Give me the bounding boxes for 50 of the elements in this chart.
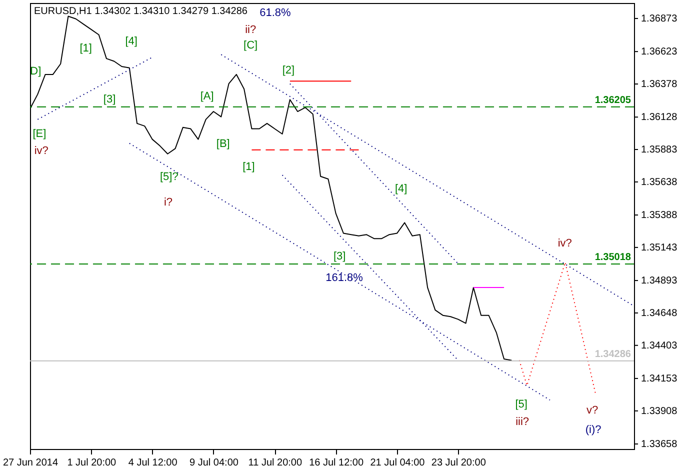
x-tick-label: 21 Jul 04:00 [370,458,426,468]
annotation: 61.8% [260,6,292,19]
annotation: iv? [34,145,48,158]
x-tick-label: 27 Jun 2014 [2,458,58,468]
x-tick-label: 1 Jul 20:00 [67,458,117,468]
ref-line-label: 1.34286 [594,348,632,360]
y-tick-label: 1.34893 [641,276,678,287]
annotation: iv? [558,237,572,250]
y-tick-label: 1.36623 [641,46,678,58]
y-tick-label: 1.35143 [641,242,678,254]
annotation: 161.8% [326,272,364,284]
y-tick-label: 1.33908 [641,406,678,417]
y-tick-label: 1.34403 [641,340,678,352]
annotation: i? [164,196,172,209]
annotation: [A] [200,90,214,102]
x-tick-label: 16 Jul 12:00 [309,458,364,468]
y-tick-label: 1.35388 [641,210,678,222]
annotation: iii? [516,416,530,428]
ref-line-label: 1.36205 [594,94,632,106]
annotation: [4] [125,36,138,48]
annotation: [E] [32,128,46,140]
x-tick-label: 4 Jul 12:00 [128,458,178,468]
x-tick-label: 11 Jul 20:00 [248,458,302,468]
y-tick-label: 1.35638 [641,176,678,188]
chart-title: EURUSD,H1 1.34302 1.34310 1.34279 1.34286 [34,6,248,17]
annotation: [C] [244,40,258,52]
line-series [518,262,596,396]
y-tick-label: 1.34153 [641,373,678,384]
annotation: v? [586,404,598,416]
x-tick-label: 9 Jul 04:00 [190,458,239,468]
annotation: [B] [216,138,230,150]
annotation: [5] [515,398,528,410]
y-tick-label: 1.36128 [641,112,678,124]
annotation: (i)? [585,424,602,436]
annotation: [5]? [160,170,178,183]
annotation: ii? [245,24,256,36]
annotation: [3] [103,93,116,106]
annotation: [4] [394,182,408,195]
y-tick-label: 1.36378 [641,78,678,90]
annotation: [1] [242,160,255,173]
annotation: [2] [282,64,295,77]
y-tick-label: 1.36873 [641,13,678,24]
x-tick-label: 23 Jul 20:00 [431,458,486,468]
y-tick-label: 1.33658 [641,438,678,450]
y-tick-label: 1.34648 [641,308,678,319]
annotation: [3] [333,250,346,262]
annotation: [1] [80,42,92,55]
annotation: D] [30,66,42,78]
ref-line-label: 1.35018 [594,252,632,263]
y-tick-label: 1.35883 [641,144,678,156]
